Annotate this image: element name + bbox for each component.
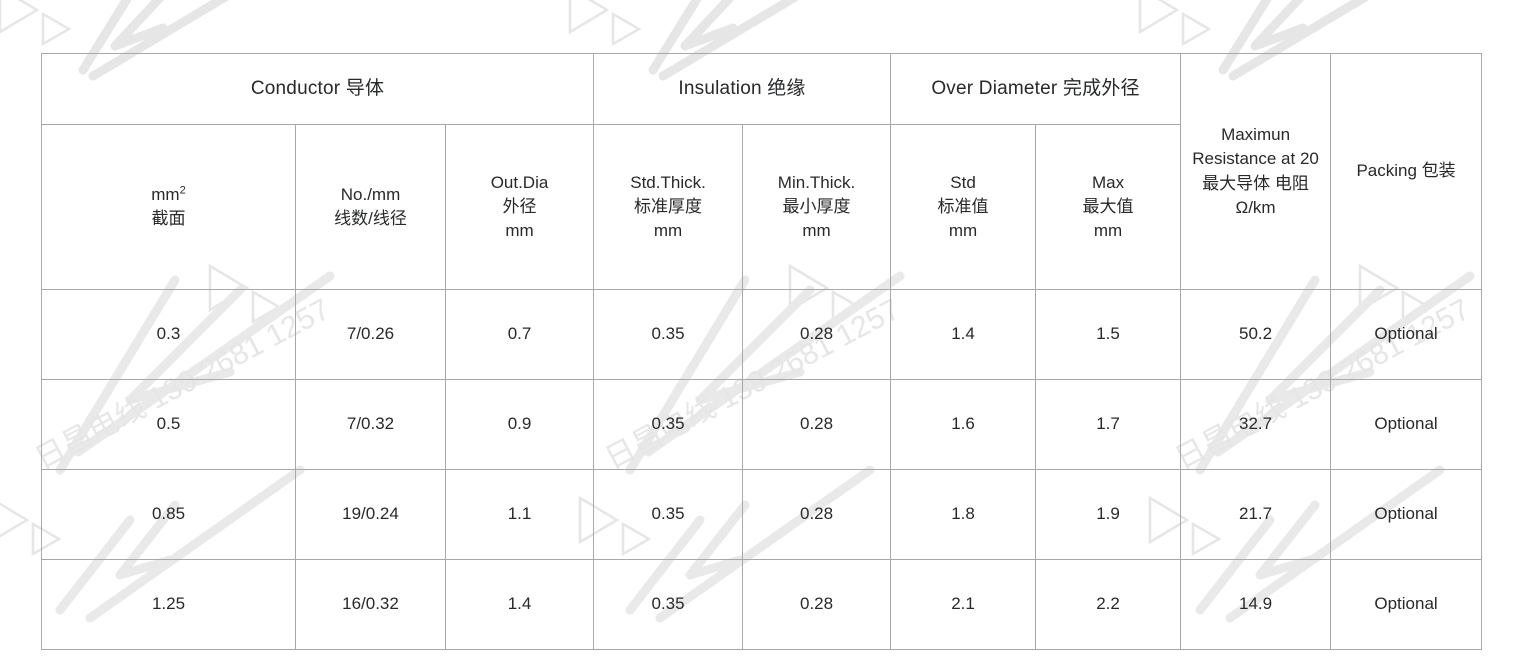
packing-line-2: 包装	[1421, 161, 1456, 181]
od-max-line-3: mm	[1093, 221, 1123, 241]
std-thick-line-3: mm	[653, 221, 683, 241]
cell-area: 0.85	[41, 469, 296, 560]
max-resistance-line-2: Resistance at	[1192, 149, 1296, 169]
od-std-line-3: mm	[948, 221, 978, 241]
out-dia-line-1: Out.Dia	[490, 172, 549, 192]
column-header-out-dia: Out.Dia 外径 mm	[444, 124, 595, 290]
od-max-line-1: Max	[1091, 172, 1125, 192]
table-row: 0.85 19/0.24 1.1 0.35 0.28 1.8 1.9 21.7 …	[41, 469, 1483, 560]
sub-header-row: mm2 截面 No./mm 线数/线径 Out.Dia 外径 mm Std.Th…	[41, 124, 1482, 290]
cell-od-max: 1.9	[1035, 469, 1182, 560]
cell-od-std: 1.4	[890, 289, 1037, 380]
table-row: 1.25 16/0.32 1.4 0.35 0.28 2.1 2.2 14.9 …	[41, 559, 1483, 650]
cell-std-thick: 0.35	[593, 559, 744, 650]
out-dia-line-3: mm	[505, 221, 534, 241]
cell-no-per-mm: 19/0.24	[295, 469, 446, 560]
area-cn-label: 截面	[151, 209, 186, 228]
cell-std-thick: 0.35	[593, 469, 744, 560]
area-superscript: 2	[179, 184, 186, 197]
column-header-std-thick: Std.Thick. 标准厚度 mm	[593, 124, 744, 290]
column-header-od-max: Max 最大值 mm	[1035, 124, 1182, 290]
cell-out-dia: 0.7	[444, 289, 595, 380]
od-std-line-1: Std	[950, 172, 976, 192]
cell-std-thick: 0.35	[593, 289, 744, 380]
cell-out-dia: 0.9	[444, 379, 595, 470]
max-resistance-line-3: 20最大导体	[1202, 149, 1319, 193]
group-header-over-diameter: Over Diameter 完成外径	[890, 53, 1182, 125]
min-thick-line-1: Min.Thick.	[777, 172, 856, 192]
out-dia-line-2: 外径	[502, 196, 537, 216]
cell-out-dia: 1.4	[444, 559, 595, 650]
cell-area: 0.5	[41, 379, 296, 470]
cell-min-thick: 0.28	[742, 559, 892, 650]
cell-max-resistance: 32.7	[1180, 379, 1332, 470]
od-max-line-2: 最大值	[1082, 196, 1134, 216]
std-thick-line-1: Std.Thick.	[630, 172, 706, 192]
od-std-line-2: 标准值	[937, 196, 989, 216]
area-unit-label: mm2	[151, 184, 186, 204]
max-resistance-line-4: 电阻Ω/km	[1235, 173, 1309, 217]
cell-packing: Optional	[1330, 289, 1483, 380]
cell-area: 1.25	[41, 559, 296, 650]
cell-od-std: 2.1	[890, 559, 1037, 650]
column-header-od-std: Std 标准值 mm	[890, 124, 1037, 290]
cell-packing: Optional	[1330, 379, 1483, 470]
cell-max-resistance: 14.9	[1180, 559, 1332, 650]
wire-specification-table: Conductor 导体 Insulation 绝缘 Over Diameter…	[40, 53, 1483, 650]
min-thick-line-2: 最小厚度	[782, 196, 851, 216]
max-resistance-line-1: Maximun	[1221, 125, 1291, 145]
cell-no-per-mm: 16/0.32	[295, 559, 446, 650]
table-row: 0.3 7/0.26 0.7 0.35 0.28 1.4 1.5 50.2 Op…	[41, 289, 1483, 380]
column-header-area: mm2 截面	[41, 124, 296, 290]
cell-no-per-mm: 7/0.26	[295, 289, 446, 380]
cell-no-per-mm: 7/0.32	[295, 379, 446, 470]
cell-max-resistance: 21.7	[1180, 469, 1332, 560]
cell-area: 0.3	[41, 289, 296, 380]
table-row: 0.5 7/0.32 0.9 0.35 0.28 1.6 1.7 32.7 Op…	[41, 379, 1483, 470]
cell-od-max: 2.2	[1035, 559, 1182, 650]
table-body: 0.3 7/0.26 0.7 0.35 0.28 1.4 1.5 50.2 Op…	[41, 289, 1483, 650]
cell-max-resistance: 50.2	[1180, 289, 1332, 380]
cell-packing: Optional	[1330, 559, 1483, 650]
cell-min-thick: 0.28	[742, 469, 892, 560]
cell-od-max: 1.5	[1035, 289, 1182, 380]
column-header-no-per-mm: No./mm 线数/线径	[295, 124, 446, 290]
packing-line-1: Packing	[1356, 161, 1417, 181]
column-header-packing: Packing 包装	[1330, 53, 1483, 290]
group-header-conductor: Conductor 导体	[40, 53, 595, 125]
cell-min-thick: 0.28	[742, 289, 892, 380]
no-per-mm-line-2: 线数/线径	[334, 209, 407, 228]
cell-min-thick: 0.28	[742, 379, 892, 470]
cell-std-thick: 0.35	[593, 379, 744, 470]
cell-od-std: 1.6	[890, 379, 1037, 470]
std-thick-line-2: 标准厚度	[634, 196, 703, 216]
cell-od-std: 1.8	[890, 469, 1037, 560]
column-header-max-resistance: Maximun Resistance at 20最大导体 电阻Ω/km	[1180, 53, 1332, 290]
min-thick-line-3: mm	[802, 221, 831, 241]
group-header-row: Conductor 导体 Insulation 绝缘 Over Diameter…	[40, 53, 1483, 290]
cell-out-dia: 1.1	[444, 469, 595, 560]
cell-od-max: 1.7	[1035, 379, 1182, 470]
cell-packing: Optional	[1330, 469, 1483, 560]
column-header-min-thick: Min.Thick. 最小厚度 mm	[742, 124, 892, 290]
spec-table-container: Conductor 导体 Insulation 绝缘 Over Diameter…	[40, 53, 1483, 650]
group-header-insulation: Insulation 绝缘	[593, 53, 892, 125]
no-per-mm-line-1: No./mm	[340, 184, 401, 204]
